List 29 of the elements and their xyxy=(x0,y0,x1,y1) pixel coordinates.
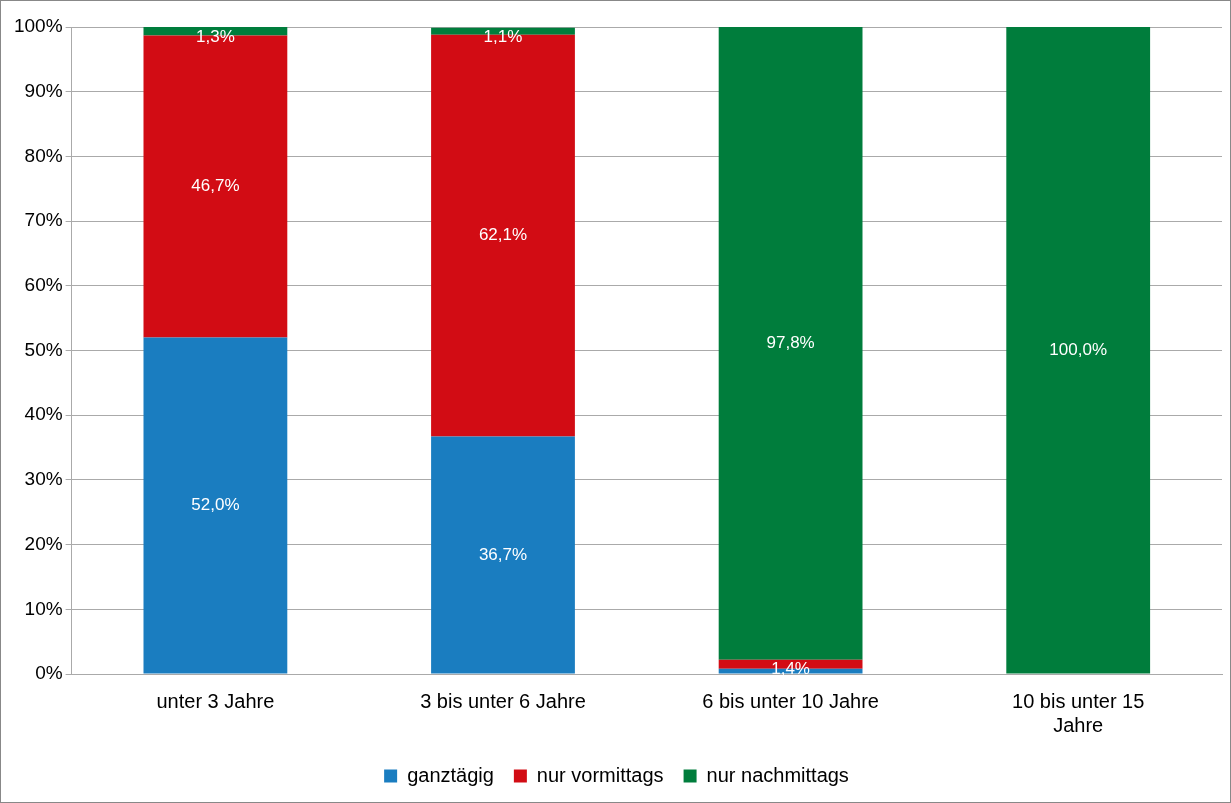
y-tick-label: 10% xyxy=(24,597,63,619)
y-tick-label: 60% xyxy=(24,274,63,296)
x-tick-label: 6 bis unter 10 Jahre xyxy=(702,689,879,712)
y-tick-label: 100% xyxy=(13,15,63,37)
data-label: 46,7% xyxy=(191,176,240,196)
y-tick-label: 0% xyxy=(35,662,63,684)
legend-label: nur vormittags xyxy=(536,763,664,786)
y-tick-label: 30% xyxy=(24,468,63,490)
data-label: 97,8% xyxy=(766,333,815,353)
data-label: 1,4% xyxy=(771,659,810,679)
y-tick-label: 90% xyxy=(24,79,63,101)
y-tick-label: 80% xyxy=(24,144,63,166)
data-label: 100,0% xyxy=(1049,339,1108,359)
y-tick-label: 50% xyxy=(24,338,63,360)
bar xyxy=(431,436,575,674)
data-label: 62,1% xyxy=(478,225,528,245)
x-tick-label: unter 3 Jahre xyxy=(156,689,275,712)
x-tick-label: 3 bis unter 6 Jahre xyxy=(420,689,586,712)
y-tick-label: 70% xyxy=(24,209,63,231)
bar xyxy=(1006,27,1151,674)
bar xyxy=(143,337,288,674)
y-tick-label: 20% xyxy=(24,532,63,554)
legend-label: nur nachmittags xyxy=(706,763,849,786)
legend-label: ganztägig xyxy=(407,763,494,786)
x-tick-label: 10 bis unter 15 Jahre xyxy=(1012,689,1145,736)
data-label: 52,0% xyxy=(191,495,240,515)
data-label: 36,7% xyxy=(478,544,528,564)
y-tick-label: 40% xyxy=(24,403,63,425)
bar xyxy=(718,27,863,660)
